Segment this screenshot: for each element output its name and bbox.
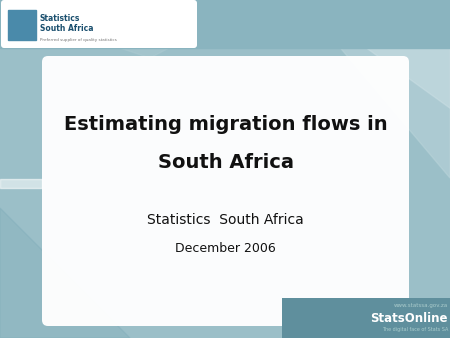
Polygon shape xyxy=(0,208,130,338)
Text: South Africa: South Africa xyxy=(158,152,293,171)
Text: December 2006: December 2006 xyxy=(175,241,276,255)
Text: Estimating migration flows in: Estimating migration flows in xyxy=(64,115,387,134)
Text: Preferred supplier of quality statistics: Preferred supplier of quality statistics xyxy=(40,38,117,42)
Polygon shape xyxy=(300,0,450,108)
Bar xyxy=(8,10,36,40)
Text: Statistics  South Africa: Statistics South Africa xyxy=(147,213,304,227)
Text: Statistics
South Africa: Statistics South Africa xyxy=(40,14,94,33)
Polygon shape xyxy=(120,0,260,58)
Bar xyxy=(0,0,450,48)
FancyBboxPatch shape xyxy=(1,0,197,48)
Polygon shape xyxy=(180,0,450,178)
FancyBboxPatch shape xyxy=(282,298,450,338)
Bar xyxy=(0,179,42,188)
Text: www.statssa.gov.za: www.statssa.gov.za xyxy=(394,304,448,309)
FancyBboxPatch shape xyxy=(42,56,409,326)
Text: StatsOnline: StatsOnline xyxy=(370,312,448,324)
Text: The digital face of Stats SA: The digital face of Stats SA xyxy=(382,328,448,333)
